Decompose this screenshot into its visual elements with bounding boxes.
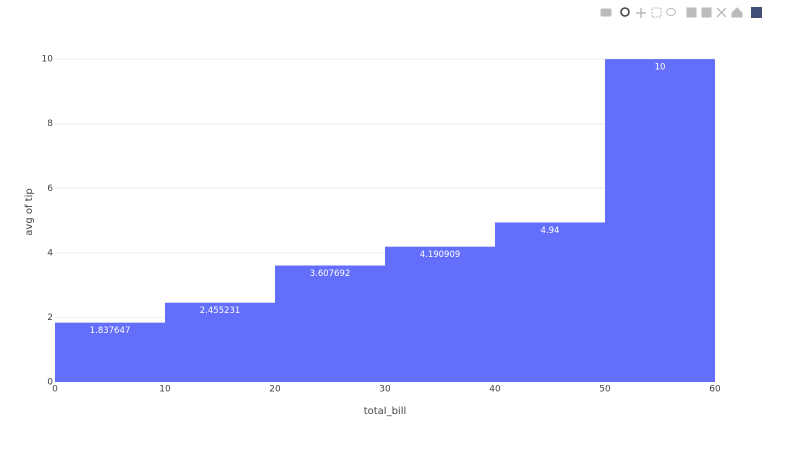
bar	[165, 302, 275, 382]
y-axis-title: avg of tip	[24, 188, 35, 235]
y-tick-label: 10	[42, 55, 54, 65]
zoom-button[interactable]	[620, 7, 630, 17]
zoom-out-button[interactable]	[701, 7, 712, 18]
camera-button[interactable]	[600, 8, 612, 17]
x-tick-label: 40	[489, 385, 501, 395]
x-tick-label: 50	[599, 385, 611, 395]
bar	[605, 59, 715, 383]
bar	[55, 322, 165, 382]
y-tick-label: 2	[47, 313, 53, 323]
x-tick-label: 0	[52, 385, 58, 395]
value-label: 10	[655, 63, 666, 73]
box-select-button[interactable]	[651, 7, 662, 18]
autoscale-button[interactable]	[716, 7, 727, 18]
bar	[495, 222, 605, 382]
x-tick-label: 20	[269, 385, 281, 395]
value-label: 4.94	[541, 226, 560, 236]
lasso-button[interactable]	[666, 8, 676, 16]
value-label: 1.837647	[90, 326, 131, 336]
reset-button[interactable]	[731, 7, 743, 18]
y-tick-label: 8	[47, 119, 53, 129]
bar	[385, 246, 495, 382]
modebar	[600, 7, 762, 18]
value-label: 3.607692	[310, 269, 351, 279]
value-label: 4.190909	[420, 250, 461, 260]
zoom-in-button[interactable]	[686, 7, 697, 18]
x-axis-title: total_bill	[364, 406, 407, 417]
y-tick-label: 4	[47, 248, 53, 258]
pan-button[interactable]	[636, 8, 646, 18]
x-tick-label: 30	[379, 385, 391, 395]
y-tick-label: 0	[47, 378, 53, 388]
plotly-logo[interactable]	[751, 7, 762, 18]
x-tick-label: 10	[159, 385, 171, 395]
bar	[275, 265, 385, 382]
x-tick-label: 60	[709, 385, 721, 395]
y-tick-label: 6	[47, 184, 53, 194]
value-label: 2.455231	[200, 306, 241, 316]
